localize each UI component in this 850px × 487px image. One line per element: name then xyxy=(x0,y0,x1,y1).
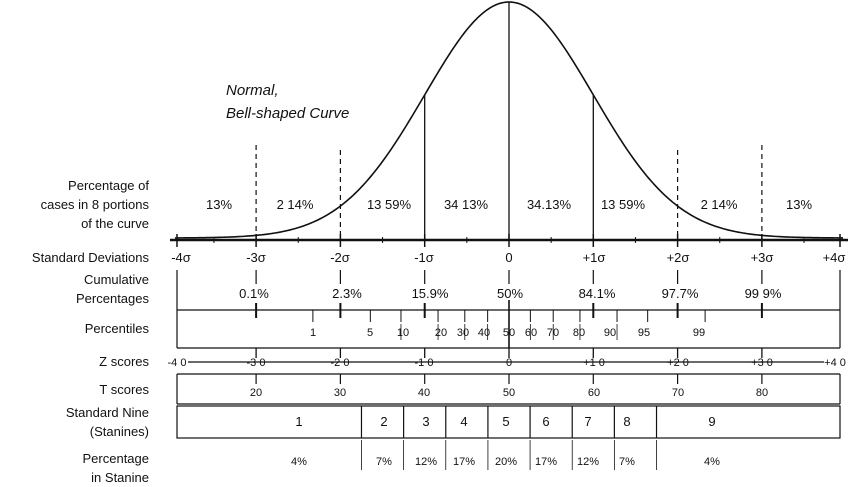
t-score-value: 50 xyxy=(503,387,515,399)
stanine-pct-value: 17% xyxy=(535,456,557,468)
stanine-value: 5 xyxy=(502,414,509,429)
stanine-value: 4 xyxy=(460,414,467,429)
portion-pct: 2 14% xyxy=(701,197,738,212)
stanine-pct-value: 7% xyxy=(376,456,392,468)
stanine-value: 8 xyxy=(623,414,630,429)
percentile-value: 99 xyxy=(693,327,705,339)
curve-title-line-2: Bell-shaped Curve xyxy=(226,105,349,122)
std-dev-tick: -3σ xyxy=(246,250,266,265)
portion-pct: 34 13% xyxy=(444,197,489,212)
std-dev-tick: +2σ xyxy=(667,250,690,265)
std-dev-tick: +1σ xyxy=(583,250,606,265)
stanine-pct-value: 7% xyxy=(619,456,635,468)
cumulative-pct: 84.1% xyxy=(579,286,616,301)
portion-pct: 13 59% xyxy=(367,197,412,212)
std-dev-tick: -2σ xyxy=(330,250,350,265)
t-scores-label: T scores xyxy=(99,382,149,397)
t-score-value: 60 xyxy=(588,387,600,399)
z-score-value: +2 0 xyxy=(667,357,689,369)
stanine-value: 9 xyxy=(708,414,715,429)
portion-pct: 34.13% xyxy=(527,197,572,212)
stanine-pct-value: 17% xyxy=(453,456,475,468)
axis-ticks xyxy=(176,234,841,310)
cumulative-pct: 50% xyxy=(497,286,523,301)
t-score-value: 80 xyxy=(756,387,768,399)
percentile-value: 20 xyxy=(435,327,447,339)
portion-pct: 13% xyxy=(786,197,812,212)
z-score-value: +3 0 xyxy=(751,357,773,369)
portion-pct: 2 14% xyxy=(277,197,314,212)
std-dev-tick: -1σ xyxy=(414,250,434,265)
percentile-value: 90 xyxy=(604,327,616,339)
portions-label-line-2: cases in 8 portions xyxy=(41,197,150,212)
percentile-value: 1 xyxy=(310,327,316,339)
stanine-dividers xyxy=(360,406,658,438)
z-score-value: +1 0 xyxy=(583,357,605,369)
std-dev-tick: +4σ xyxy=(823,250,846,265)
std-dev-tick: 0 xyxy=(505,250,512,265)
t-score-value: 30 xyxy=(334,387,346,399)
z-score-value: 0 xyxy=(506,357,512,369)
std-dev-tick: +3σ xyxy=(751,250,774,265)
cumulative-pct: 15.9% xyxy=(412,286,449,301)
z-scores-label: Z scores xyxy=(99,354,149,369)
t-score-value: 40 xyxy=(418,387,430,399)
percentile-value: 40 xyxy=(478,327,490,339)
stanines-label-line-2: (Stanines) xyxy=(90,424,149,439)
portion-pct: 13 59% xyxy=(601,197,646,212)
stanine-pct-value: 20% xyxy=(495,456,517,468)
z-score-value: -1 0 xyxy=(415,357,434,369)
cumulative-pct: 99 9% xyxy=(745,286,782,301)
z-score-value: -2 0 xyxy=(331,357,350,369)
percentile-value: 80 xyxy=(573,327,585,339)
stanine-pct-value: 12% xyxy=(415,456,437,468)
z-score-value: +4 0 xyxy=(824,357,846,369)
t-score-value: 20 xyxy=(250,387,262,399)
percentile-value: 10 xyxy=(397,327,409,339)
portion-pct: 13% xyxy=(206,197,232,212)
stanine-pct-label-line-1: Percentage xyxy=(83,451,150,466)
z-score-value: -3 0 xyxy=(247,357,266,369)
percentile-value: 50 xyxy=(503,327,515,339)
z-score-ticks xyxy=(255,348,763,358)
stanine-value: 3 xyxy=(422,414,429,429)
stanine-pct-value: 4% xyxy=(704,456,720,468)
cumulative-label-line-1: Cumulative xyxy=(84,272,149,287)
std-dev-label: Standard Deviations xyxy=(32,250,150,265)
curve-title-line-1: Normal, xyxy=(226,82,279,99)
stanine-value: 7 xyxy=(584,414,591,429)
std-dev-tick: -4σ xyxy=(171,250,191,265)
t-score-ticks xyxy=(176,374,841,404)
percentile-ticks xyxy=(176,300,841,348)
cumulative-pct: 0.1% xyxy=(239,286,269,301)
stanine-pct-dividers xyxy=(361,440,657,470)
sigma-division-lines xyxy=(255,2,763,240)
percentiles-label: Percentiles xyxy=(85,321,150,336)
stanine-value: 6 xyxy=(542,414,549,429)
percentile-value: 30 xyxy=(457,327,469,339)
percentile-value: 60 xyxy=(525,327,537,339)
portions-label-line-1: Percentage of xyxy=(68,178,149,193)
stanine-pct-label-line-2: in Stanine xyxy=(91,470,149,485)
percentile-value: 70 xyxy=(547,327,559,339)
percentile-value: 95 xyxy=(638,327,650,339)
cumulative-pct: 97.7% xyxy=(662,286,699,301)
percentile-value: 5 xyxy=(367,327,373,339)
cumulative-pct: 2.3% xyxy=(332,286,362,301)
stanine-box xyxy=(176,405,841,439)
t-score-value: 70 xyxy=(672,387,684,399)
stanines-label-line-1: Standard Nine xyxy=(66,405,149,420)
z-score-value: -4 0 xyxy=(168,357,187,369)
cumulative-label-line-2: Percentages xyxy=(76,291,149,306)
stanine-value: 1 xyxy=(295,414,302,429)
stanine-pct-value: 12% xyxy=(577,456,599,468)
portions-label-line-3: of the curve xyxy=(81,216,149,231)
stanine-value: 2 xyxy=(380,414,387,429)
stanine-pct-value: 4% xyxy=(291,456,307,468)
